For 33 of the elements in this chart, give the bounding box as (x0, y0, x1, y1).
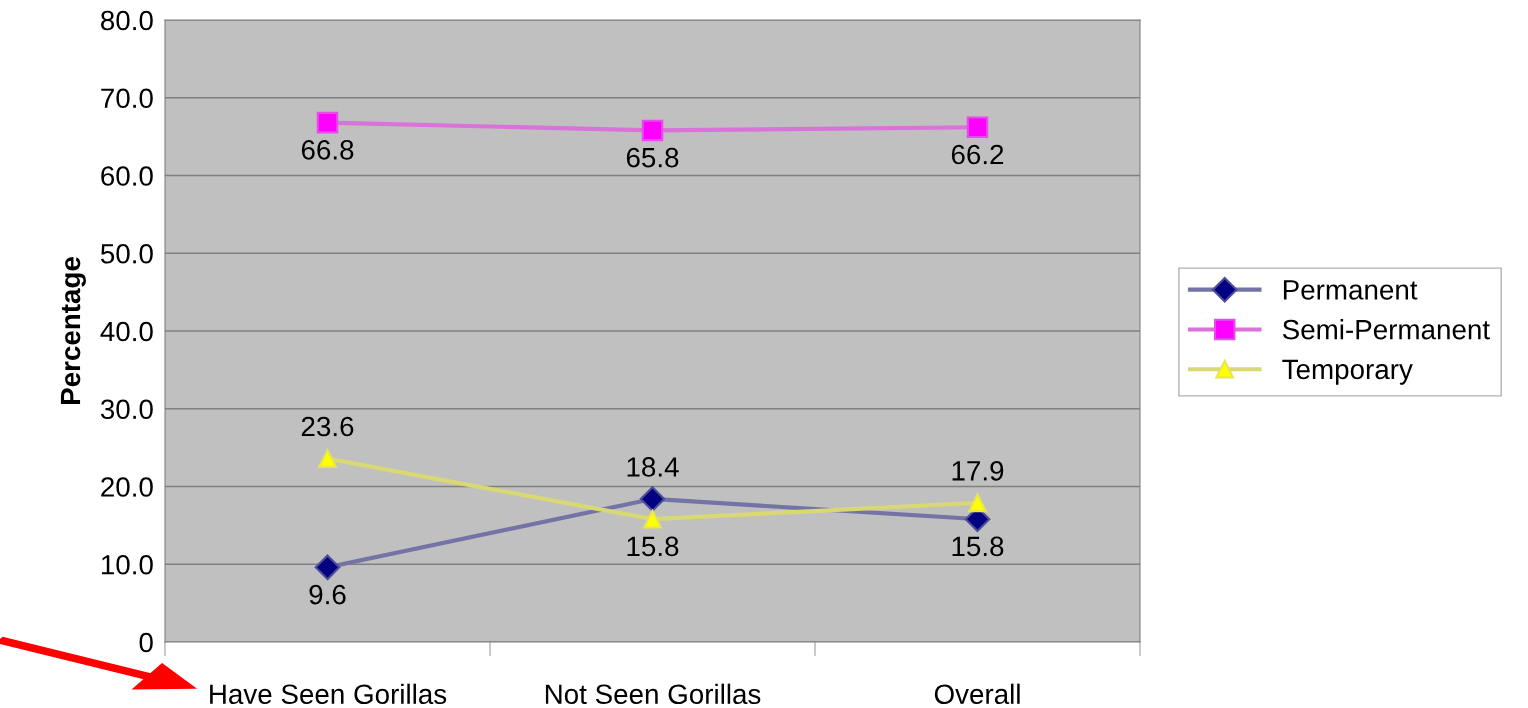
y-axis-title: Percentage (60, 257, 86, 405)
y-tick-label: 20.0 (101, 477, 153, 497)
point (314, 554, 341, 581)
point (966, 116, 989, 139)
data-label: 18.4 (627, 457, 679, 477)
point (316, 111, 339, 134)
y-tick-label: 50.0 (100, 243, 153, 264)
data-label: 23.6 (301, 416, 354, 437)
data-label: 9.6 (309, 584, 346, 605)
y-tick-label: 30.0 (100, 399, 153, 420)
y-tick-label: 10.0 (101, 554, 153, 575)
data-label: 66.2 (951, 144, 1004, 165)
data-label: 66.8 (301, 140, 354, 160)
data-label: 15.8 (952, 536, 1004, 557)
point (641, 119, 664, 142)
x-tick-label: Not Seen Gorillas (545, 683, 761, 705)
legend-label: Semi-Permanent (1282, 319, 1490, 340)
data-label: 15.8 (627, 536, 679, 557)
x-tick-label: Have Seen Gorillas (210, 683, 447, 705)
y-tick-label: 0 (139, 632, 153, 653)
y-tick-label: 70.0 (101, 88, 153, 109)
point (318, 449, 337, 468)
y-tick-label: 80.0 (101, 10, 153, 31)
data-label: 17.9 (952, 461, 1004, 481)
y-tick-label: 40.0 (100, 321, 153, 342)
data-label: 65.8 (626, 147, 679, 168)
x-tick-label: Overall (934, 683, 1020, 705)
y-tick-label: 60.0 (101, 166, 153, 186)
point (643, 509, 662, 529)
legend-label: Temporary (1282, 359, 1413, 385)
point (639, 486, 666, 512)
point (968, 493, 987, 513)
legend-label: Permanent (1283, 280, 1418, 300)
